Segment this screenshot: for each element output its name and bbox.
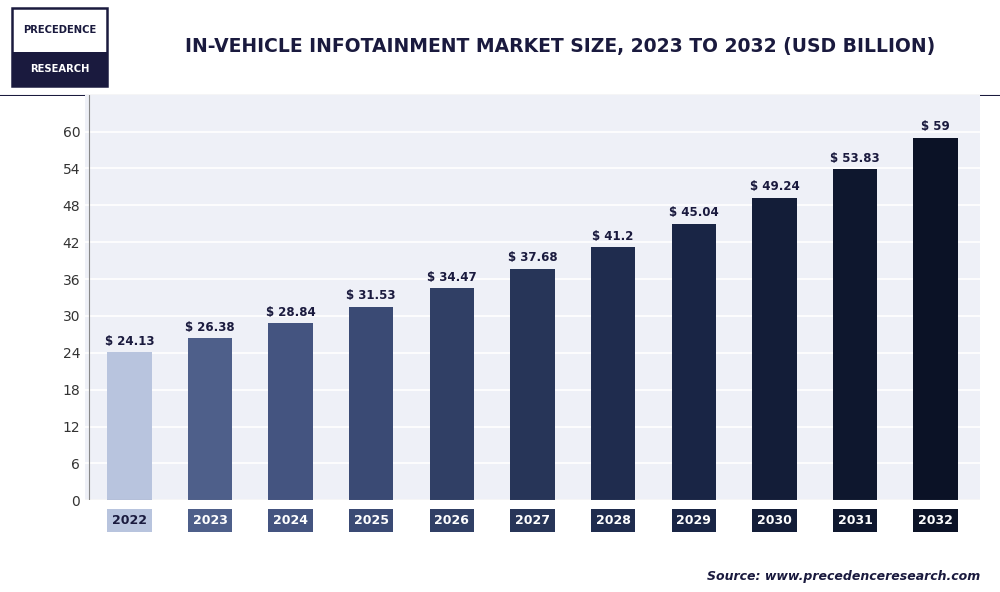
Text: $ 53.83: $ 53.83 (830, 152, 880, 165)
Text: RESEARCH: RESEARCH (30, 64, 89, 74)
Text: $ 49.24: $ 49.24 (750, 181, 799, 194)
Bar (430, 288, 474, 500)
FancyBboxPatch shape (672, 509, 716, 532)
Text: $ 45.04: $ 45.04 (669, 206, 719, 219)
Text: 2031: 2031 (838, 514, 872, 527)
Text: 2028: 2028 (596, 514, 631, 527)
Bar (591, 247, 635, 500)
FancyBboxPatch shape (349, 509, 393, 532)
Text: 2022: 2022 (112, 514, 147, 527)
Bar (752, 198, 797, 500)
FancyBboxPatch shape (913, 509, 958, 532)
FancyBboxPatch shape (12, 52, 107, 86)
Text: $ 41.2: $ 41.2 (592, 230, 634, 243)
Bar (107, 352, 152, 500)
FancyBboxPatch shape (188, 509, 232, 532)
Text: 2023: 2023 (193, 514, 227, 527)
Text: 2026: 2026 (434, 514, 469, 527)
FancyBboxPatch shape (591, 509, 635, 532)
Text: 2027: 2027 (515, 514, 550, 527)
Text: $ 37.68: $ 37.68 (508, 252, 557, 265)
Text: 2025: 2025 (354, 514, 389, 527)
FancyBboxPatch shape (268, 509, 313, 532)
Bar (349, 307, 393, 500)
Text: 2024: 2024 (273, 514, 308, 527)
Bar (913, 138, 958, 500)
Text: $ 24.13: $ 24.13 (105, 334, 154, 348)
Text: $ 28.84: $ 28.84 (266, 305, 315, 318)
Bar (188, 338, 232, 500)
FancyBboxPatch shape (833, 509, 877, 532)
Text: $ 59: $ 59 (921, 120, 950, 133)
Bar (833, 169, 877, 500)
FancyBboxPatch shape (752, 509, 797, 532)
Text: 2029: 2029 (676, 514, 711, 527)
Text: IN-VEHICLE INFOTAINMENT MARKET SIZE, 2023 TO 2032 (USD BILLION): IN-VEHICLE INFOTAINMENT MARKET SIZE, 202… (185, 37, 935, 56)
FancyBboxPatch shape (12, 8, 107, 86)
FancyBboxPatch shape (510, 509, 555, 532)
FancyBboxPatch shape (107, 509, 152, 532)
Bar (510, 269, 555, 500)
Text: $ 34.47: $ 34.47 (427, 271, 477, 284)
Text: 2030: 2030 (757, 514, 792, 527)
Text: $ 26.38: $ 26.38 (185, 321, 235, 334)
Text: 2032: 2032 (918, 514, 953, 527)
Text: Source: www.precedenceresearch.com: Source: www.precedenceresearch.com (707, 570, 980, 583)
Bar (672, 224, 716, 500)
Text: PRECEDENCE: PRECEDENCE (23, 25, 96, 35)
Text: $ 31.53: $ 31.53 (346, 289, 396, 302)
FancyBboxPatch shape (430, 509, 474, 532)
Bar (268, 323, 313, 500)
